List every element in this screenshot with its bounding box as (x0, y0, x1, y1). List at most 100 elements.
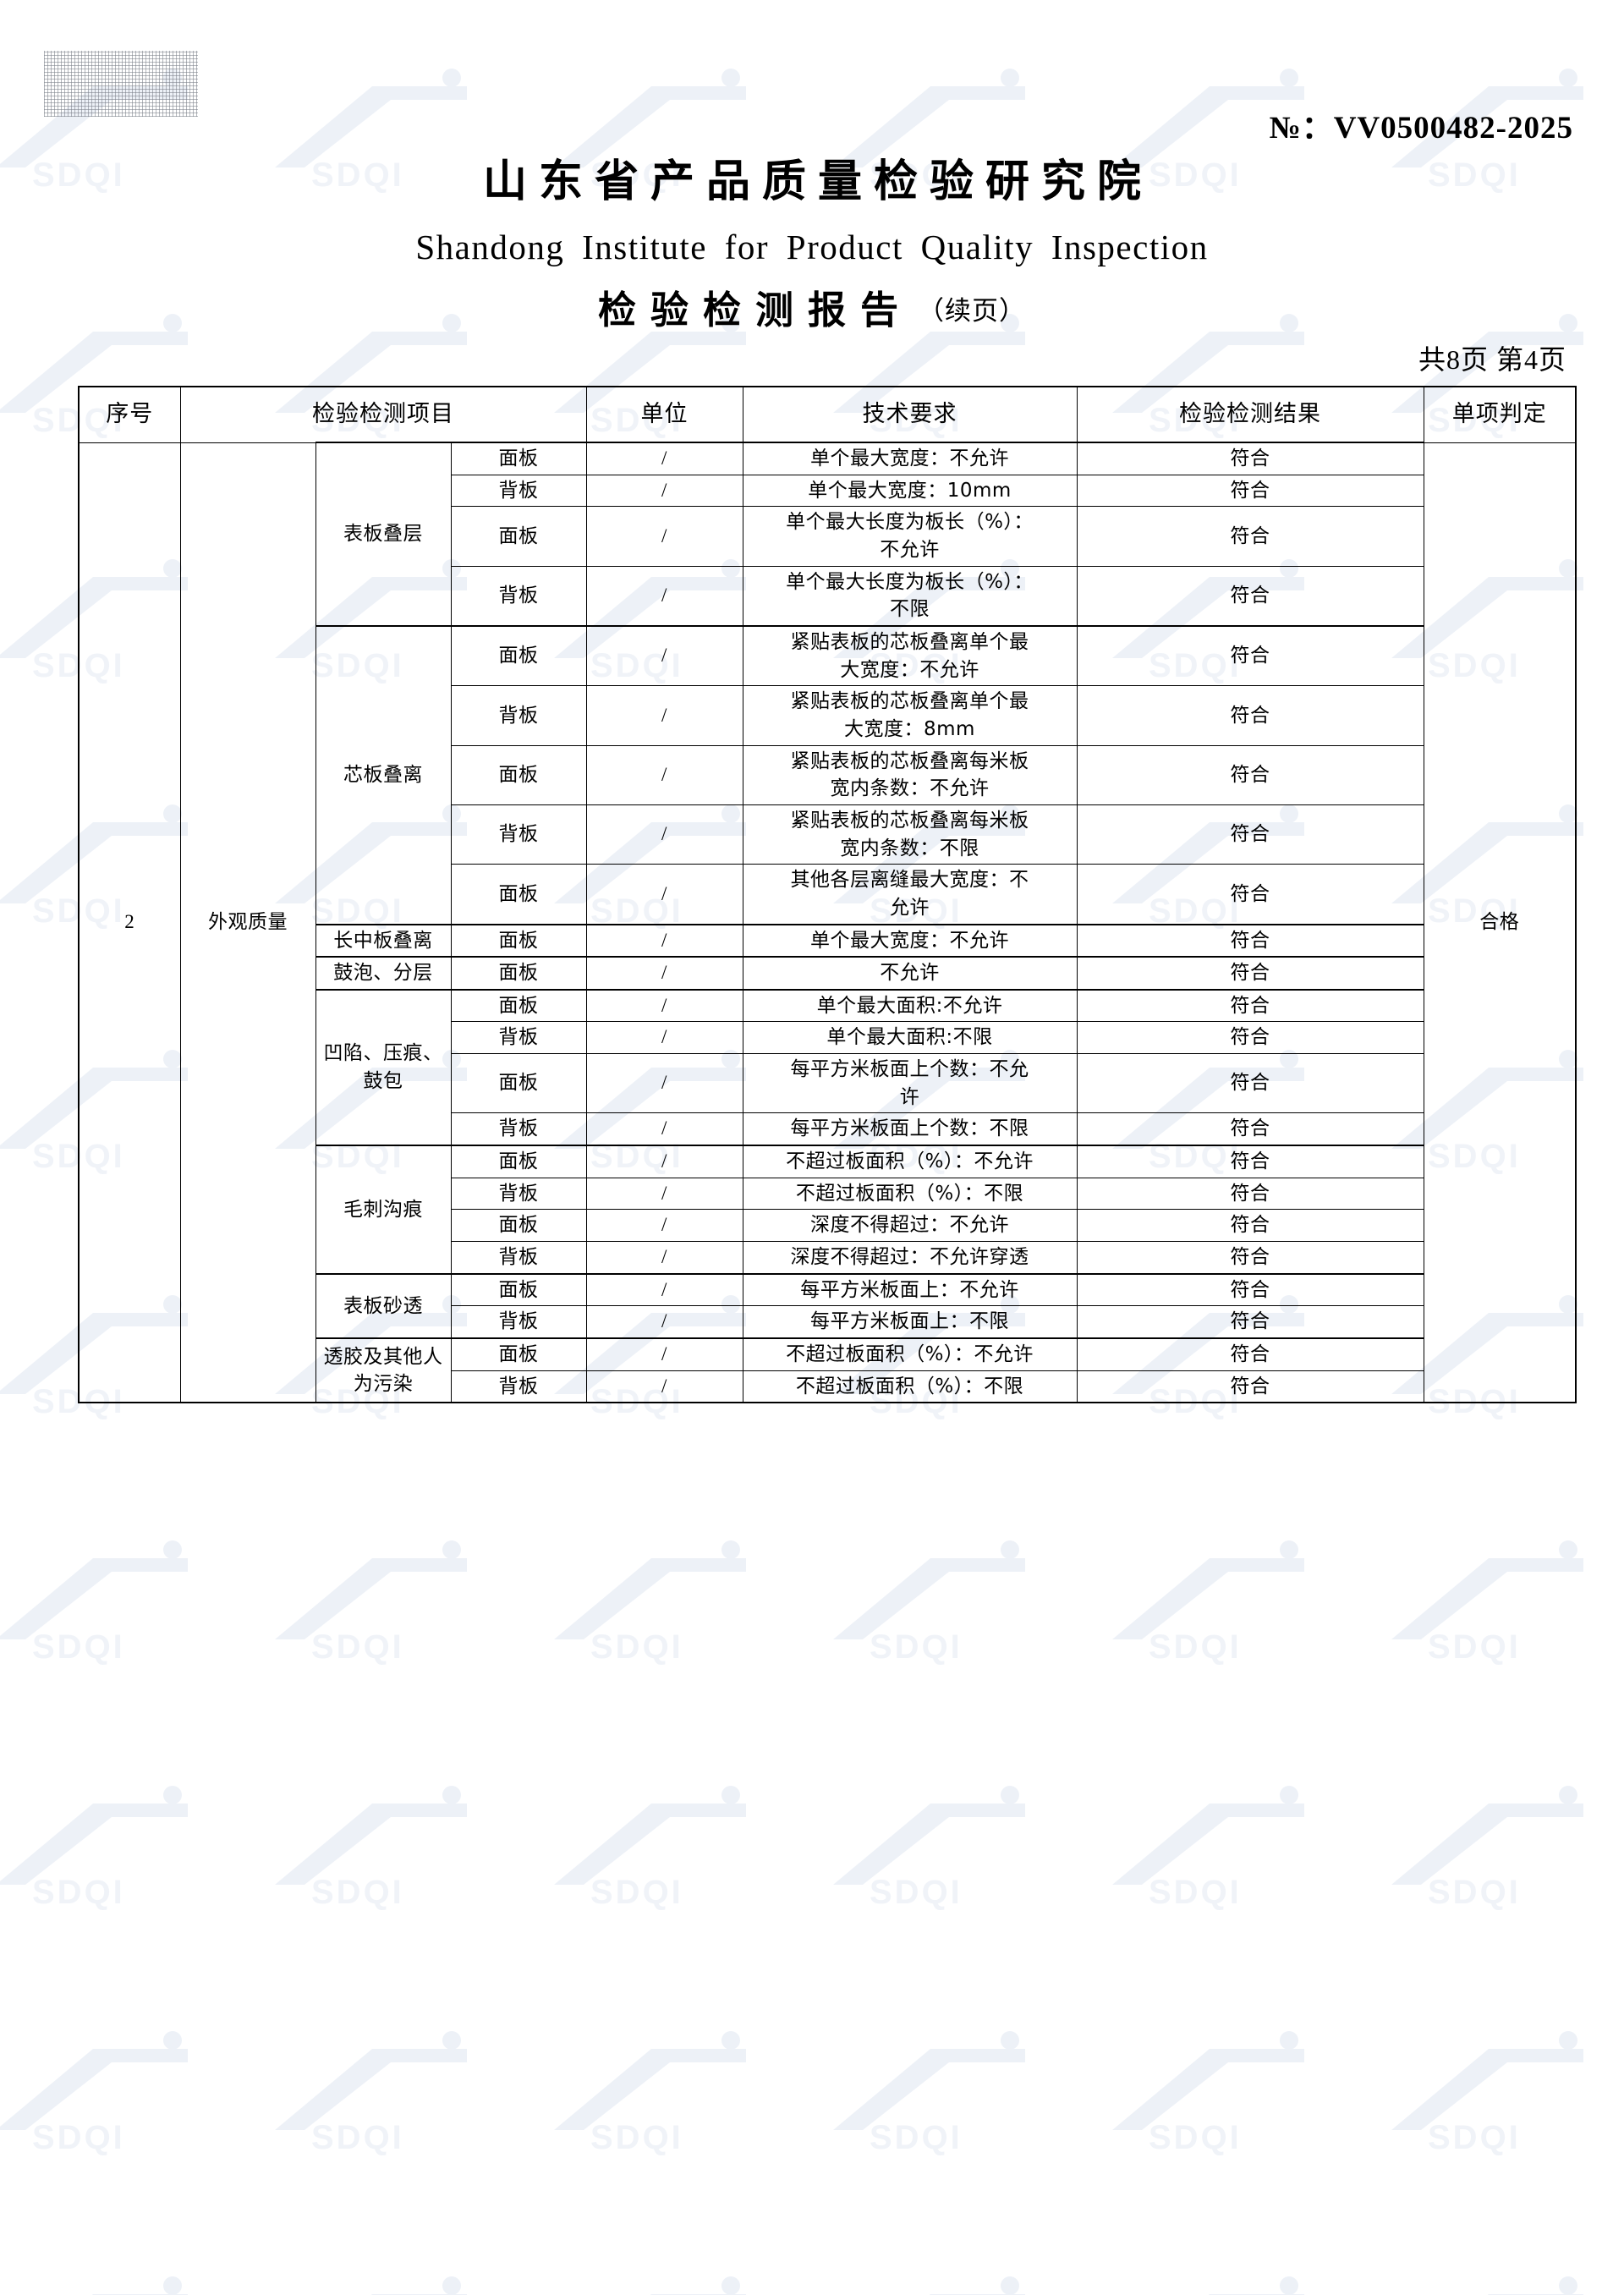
watermark-logo: SDQI (245, 1540, 499, 1666)
cell-unit: / (585, 1145, 743, 1178)
document-title-row: 检验检测报告 （续页） (0, 279, 1624, 334)
cell-inspection-result: 符合 (1076, 506, 1424, 567)
svg-text:SDQI: SDQI (590, 1874, 683, 1911)
watermark-logo: SDQI (1362, 2276, 1616, 2295)
cell-item-name: 外观质量 (179, 442, 316, 1403)
watermark-logo: SDQI (524, 1785, 778, 1912)
svg-text:SDQI: SDQI (1149, 2119, 1242, 2156)
table-row: 面板 / 深度不得超过：不允许 符合 (79, 1209, 1576, 1243)
table-row: 长中板叠离 面板 / 单个最大宽度：不允许 符合 (79, 923, 1576, 958)
svg-text:SDQI: SDQI (32, 1628, 125, 1666)
cell-surface-type: 背板 (450, 1370, 587, 1403)
document-title: 检验检测报告 (597, 288, 913, 332)
cell-inspection-result: 符合 (1076, 1305, 1424, 1339)
cell-inspection-result: 符合 (1076, 864, 1424, 925)
cell-unit: / (585, 988, 743, 1023)
cell-unit: / (585, 624, 743, 687)
cell-unit: / (585, 1272, 743, 1307)
cell-surface-type: 背板 (450, 474, 587, 508)
watermark-logo: SDQI (0, 2030, 220, 2157)
cell-surface-type: 面板 (450, 923, 587, 958)
cell-technical-requirement: 每平方米板面上个数：不限 (742, 1112, 1078, 1146)
col-header-result: 检验检测结果 (1076, 386, 1424, 443)
cell-subitem-name: 芯板叠离 (315, 624, 452, 925)
cell-inspection-result: 符合 (1076, 744, 1424, 805)
cell-surface-type: 背板 (450, 1177, 587, 1211)
watermark-logo: SDQI (804, 2276, 1057, 2295)
table-header-row: 序号 检验检测项目 单位 技术要求 检验检测结果 单项判定 (78, 386, 1577, 443)
cell-inspection-result: 符合 (1076, 1272, 1424, 1307)
svg-text:SDQI: SDQI (1149, 1874, 1242, 1911)
svg-text:SDQI: SDQI (870, 2119, 963, 2156)
cell-surface-type: 背板 (450, 1305, 587, 1339)
cell-surface-type: 面板 (450, 864, 587, 925)
cell-technical-requirement: 其他各层离缝最大宽度：不 允许 (742, 864, 1078, 925)
watermark-logo: SDQI (804, 1785, 1057, 1912)
cell-technical-requirement: 紧贴表板的芯板叠离单个最 大宽度：8mm (742, 685, 1078, 746)
cell-subitem-name: 毛刺沟痕 (315, 1145, 452, 1275)
table-head: 序号 检验检测项目 单位 技术要求 检验检测结果 单项判定 (78, 386, 1577, 443)
table-row: 2 外观质量 表板叠层 面板 / 单个最大宽度：不允许 符合 合格 (78, 441, 1577, 1403)
cell-technical-requirement: 不超过板面积（%）：不允许 (742, 1145, 1078, 1178)
cell-subitem-name: 长中板叠离 (315, 923, 452, 958)
cell-technical-requirement: 单个最大宽度：不允许 (742, 923, 1078, 958)
cell-inspection-result: 符合 (1076, 956, 1424, 991)
table-row: 背板 / 单个最大面积:不限 符合 (79, 1021, 1576, 1055)
cell-unit: / (585, 474, 743, 508)
svg-text:SDQI: SDQI (1149, 1628, 1242, 1666)
svg-text:SDQI: SDQI (1428, 1628, 1521, 1666)
cell-subitem-name: 表板叠层 (315, 442, 452, 627)
cell-technical-requirement: 单个最大宽度：10mm (742, 474, 1078, 508)
watermark-logo: SDQI (1083, 2276, 1336, 2295)
cell-unit: / (585, 744, 743, 805)
cell-technical-requirement: 不允许 (742, 956, 1078, 991)
cell-inspection-result: 符合 (1076, 624, 1424, 687)
watermark-logo: SDQI (804, 1540, 1057, 1666)
cell-inspection-result: 符合 (1076, 1053, 1424, 1114)
cell-technical-requirement: 单个最大面积:不限 (742, 1021, 1078, 1055)
cell-inspection-result: 符合 (1076, 565, 1424, 627)
cell-technical-requirement: 单个最大长度为板长（%）： 不限 (742, 565, 1078, 627)
watermark-logo: SDQI (1083, 1540, 1336, 1666)
cell-unit: / (585, 565, 743, 627)
cell-unit: / (585, 1337, 743, 1371)
svg-text:SDQI: SDQI (32, 1874, 125, 1911)
svg-text:SDQI: SDQI (590, 2119, 683, 2156)
watermark-logo: SDQI (1083, 1785, 1336, 1912)
watermark-logo: SDQI (1362, 1540, 1616, 1666)
svg-text:SDQI: SDQI (870, 1628, 963, 1666)
cell-technical-requirement: 每平方米板面上：不允许 (742, 1272, 1078, 1307)
organization-name-en: Shandong Institute for Product Quality I… (415, 228, 1209, 266)
cell-subitem-name: 凹陷、压痕、鼓包 (315, 988, 452, 1146)
cell-subitem-name: 表板砂透 (315, 1272, 452, 1339)
cell-inspection-result: 符合 (1076, 804, 1424, 865)
inspection-table: 序号 检验检测项目 单位 技术要求 检验检测结果 单项判定 2 外观质量 表板叠层面… (78, 386, 1577, 1404)
cell-technical-requirement: 不超过板面积（%）：不允许 (742, 1337, 1078, 1371)
cell-inspection-result: 符合 (1076, 1112, 1424, 1146)
watermark-logo: SDQI (1362, 1785, 1616, 1912)
cell-unit: / (585, 1305, 743, 1339)
watermark-logo: SDQI (245, 2276, 499, 2295)
cell-unit: / (585, 1177, 743, 1211)
cell-unit: / (585, 1053, 743, 1114)
watermark-logo: SDQI (524, 2030, 778, 2157)
cell-surface-type: 面板 (450, 956, 587, 991)
cell-technical-requirement: 不超过板面积（%）：不限 (742, 1177, 1078, 1211)
cell-technical-requirement: 紧贴表板的芯板叠离每米板 宽内条数：不限 (742, 804, 1078, 865)
cell-inspection-result: 符合 (1076, 1370, 1424, 1403)
cell-technical-requirement: 紧贴表板的芯板叠离单个最 大宽度：不允许 (742, 624, 1078, 687)
cell-inspection-result: 符合 (1076, 988, 1424, 1023)
cell-unit: / (585, 441, 743, 475)
svg-text:SDQI: SDQI (1428, 1874, 1521, 1911)
cell-sequence-number: 2 (78, 442, 181, 1403)
cell-technical-requirement: 每平方米板面上：不限 (742, 1305, 1078, 1339)
watermark-logo: SDQI (1083, 2030, 1336, 2157)
watermark-logo: SDQI (524, 1540, 778, 1666)
cell-technical-requirement: 紧贴表板的芯板叠离每米板 宽内条数：不允许 (742, 744, 1078, 805)
cell-surface-type: 背板 (450, 685, 587, 746)
table-row: 表板砂透 面板 / 每平方米板面上：不允许 符合 (79, 1272, 1576, 1339)
svg-text:SDQI: SDQI (311, 1874, 404, 1911)
cell-technical-requirement: 单个最大宽度：不允许 (742, 441, 1078, 475)
col-header-item: 检验检测项目 (179, 386, 587, 443)
